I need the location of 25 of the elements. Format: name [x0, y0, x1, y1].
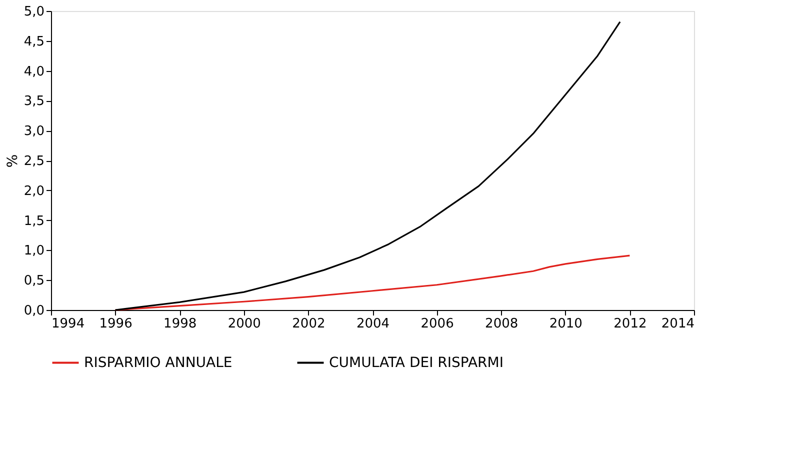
x-tick-label: 2014	[661, 316, 694, 332]
x-tick-label: 2008	[485, 316, 518, 332]
y-tick-label: 2,5	[24, 154, 44, 169]
y-tick-label: 5,0	[24, 4, 44, 20]
x-tick-label: 1996	[99, 316, 132, 332]
y-tick-label: 1,0	[24, 244, 44, 259]
x-tick-label: 2006	[420, 316, 454, 332]
y-tick-label: 4,5	[24, 34, 44, 50]
y-tick-label: 3,0	[24, 124, 44, 140]
x-tick-label: 2000	[228, 316, 261, 332]
legend-label: CUMULATA DEI RISPARMI	[329, 354, 504, 371]
legend-label: RISPARMIO ANNUALE	[84, 354, 232, 371]
y-tick-label: 4,0	[24, 64, 44, 80]
x-tick-label: 2004	[356, 316, 390, 332]
y-tick-label: 2,0	[24, 184, 44, 199]
y-tick-label: 3,5	[24, 94, 44, 110]
x-tick-label: 1998	[164, 316, 197, 332]
y-tick-label: 1,5	[24, 214, 44, 229]
x-tick-label: 2010	[549, 316, 582, 332]
y-tick-label: 0,0	[24, 304, 44, 318]
x-tick-label: 1994	[52, 316, 85, 332]
y-axis-title: %	[4, 154, 21, 168]
x-tick-label: 2002	[292, 316, 326, 332]
x-tick-label: 2012	[614, 316, 647, 332]
y-tick-label: 0,5	[24, 274, 44, 289]
